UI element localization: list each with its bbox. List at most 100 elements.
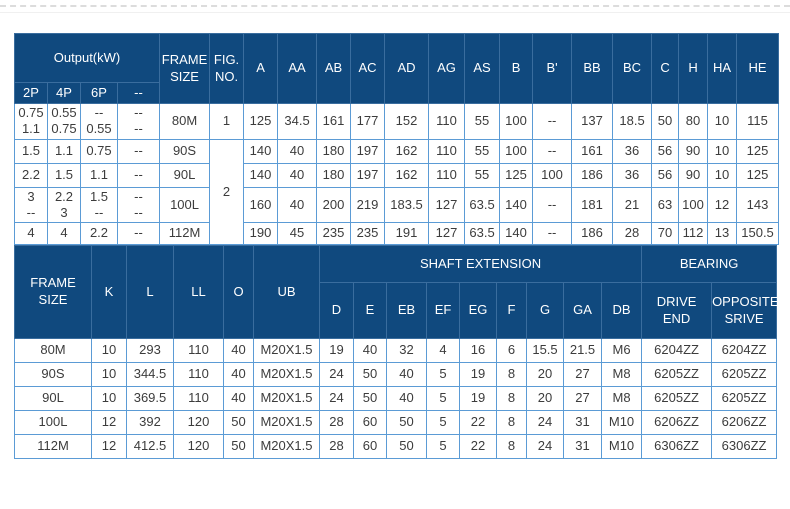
header-cell: BB [571,33,614,104]
table-cell: 160 [243,186,279,223]
header-cell: AS [464,33,501,104]
shaft-bearing-table-body: 80M 10 293 110 40 M20X1.5 19 40 32 4 16 6 15.5 21.5 M6… [14,338,778,459]
table-cell: M20X1.5 [253,338,320,363]
header-cell: 6P [80,82,118,104]
table-cell: 6306ZZ [641,434,713,459]
table-cell: 200 [316,186,352,223]
table-cell: 8 [496,362,527,387]
table-cell: 100L [14,410,92,435]
table-cell: 32 [386,338,427,363]
table-cell: 6205ZZ [641,362,713,387]
header-cell: FRAME SIZE [159,33,211,104]
table-cell: 0.55 0.75 [47,103,81,140]
table-cell: 412.5 [126,434,174,459]
header-cell: L [126,245,174,339]
table-cell: 24 [319,362,354,387]
table-cell: 183.5 [384,186,430,223]
table-cell: -- [116,222,161,245]
table-cell: 110 [173,362,224,387]
table-cell: -- [532,138,573,164]
spec-sheet: Output(kW) FRAME SIZE FIG. NO. A AA AB AC AD AG A… [13,33,780,459]
header-cell: A [243,33,279,104]
table-cell: -- [532,222,573,245]
table-cell: -- [116,162,161,188]
header-cell: AD [384,33,430,104]
table-cell: 125 [736,138,780,164]
header-cell: DB [600,282,643,339]
table-cell: 162 [384,162,430,188]
table-cell: 63.5 [464,222,501,245]
table-cell: 177 [350,103,386,140]
table-cell: 2.2 3 [47,186,81,223]
table-cell: -- [116,138,161,164]
table-cell: 2 [209,138,245,245]
table-cell: 235 [316,222,352,245]
table-cell: 6306ZZ [711,434,778,459]
table-cell: 4 [47,222,81,245]
table-cell: 115 [736,103,780,140]
table-cell: 161 [571,138,614,164]
table-row: 2.2 1.5 1.1 -- 90L 140 40 180 197 162 110 55 125 100 1… [14,162,780,188]
table-cell: 19 [319,338,354,363]
table-cell: 100 [678,186,709,223]
header-cell: G [526,282,564,339]
table-row: 4 4 2.2 -- 112M 190 45 235 235 191 127 63.5 140 -- 186… [14,222,780,245]
table-row: 90L 10 369.5 110 40 M20X1.5 24 50 40 5 19 8 20 27 M8 62… [14,386,778,411]
table-cell: 22 [459,434,497,459]
table-cell: 90L [159,162,211,188]
table-cell: 6 [496,338,527,363]
table-cell: 180 [316,138,352,164]
table-cell: 140 [243,162,279,188]
header-cell: AB [316,33,352,104]
table-cell: 110 [428,162,466,188]
header-cell: -- [116,82,161,104]
header-cell: DRIVE END [641,282,713,339]
table-row: 90S 10 344.5 110 40 M20X1.5 24 50 40 5 19 8 20 27 M8 62… [14,362,778,387]
table-cell: 90 [678,138,709,164]
table-cell: 12 [91,434,127,459]
table-cell: 45 [277,222,318,245]
table-cell: 50 [223,434,254,459]
table-cell: 186 [571,162,614,188]
table-cell: -- [532,186,573,223]
table-row: 100L 12 392 120 50 M20X1.5 28 60 50 5 22 8 24 31 M10 62… [14,410,778,435]
table-cell: 27 [563,362,602,387]
table-cell: M8 [600,386,643,411]
table-cell: 197 [350,138,386,164]
header-cell: Output(kW) [13,33,161,83]
table-cell: 2.2 [14,162,48,188]
header-cell: HE [736,33,780,104]
header-cell: EB [386,282,427,339]
table-cell: 6205ZZ [711,362,778,387]
table-row: 1.5 1.1 0.75 -- 90S 2 140 40 180 197 162 110 55 100 --… [14,138,780,245]
table-cell: 21.5 [563,338,602,363]
table-cell: 110 [173,338,224,363]
table-cell: M6 [600,338,643,363]
header-row: Output(kW) FRAME SIZE FIG. NO. A AA AB AC AD AG A… [13,33,780,104]
table-cell: 197 [350,162,386,188]
table-cell: 181 [571,186,614,223]
table-cell: 110 [173,386,224,411]
table-cell: 24 [526,434,564,459]
table-cell: 28 [319,410,354,435]
table-cell: 63 [651,186,680,223]
table-cell: 5 [426,410,460,435]
table-cell: M20X1.5 [253,362,320,387]
header-row: FRAME SIZE K L LL O UB SHAFT EXTENSION BEARING [14,245,778,339]
table-cell: 100 [499,138,534,164]
table-cell: 6206ZZ [641,410,713,435]
table-cell: -- [532,103,573,140]
top-dashed-divider [0,5,790,7]
table-cell: 90 [678,162,709,188]
table-cell: 140 [499,222,534,245]
table-cell: 1.5 [14,138,48,164]
table-cell: 161 [316,103,352,140]
header-cell: D [319,282,354,339]
table-cell: 120 [173,410,224,435]
table-cell: 55 [464,162,501,188]
table-cell: 293 [126,338,174,363]
table-cell: 56 [651,162,680,188]
header-cell: BC [612,33,653,104]
table-cell: 140 [499,186,534,223]
table-cell: M20X1.5 [253,386,320,411]
